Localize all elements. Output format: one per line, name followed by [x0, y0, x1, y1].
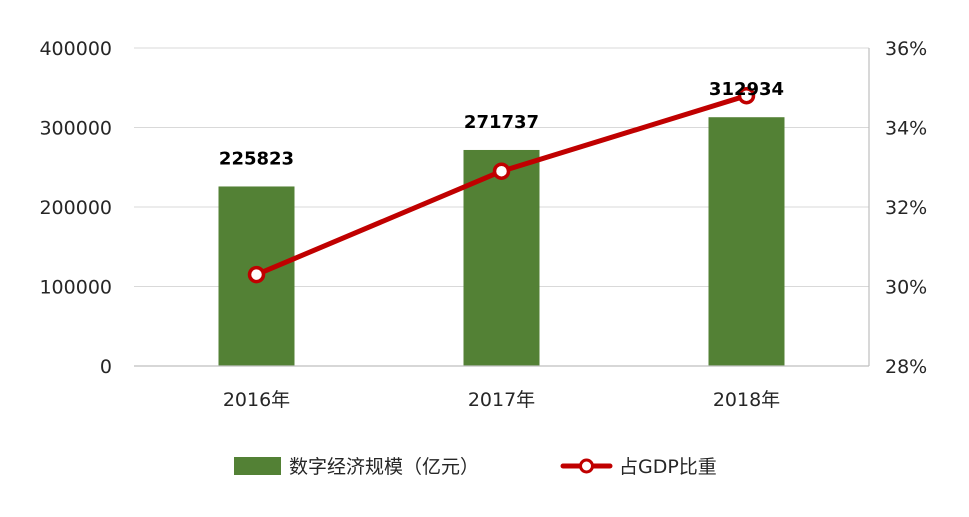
left-axis-tick-label: 0 [100, 356, 112, 378]
right-axis-tick-label: 34% [885, 118, 927, 140]
left-axis-tick-label: 300000 [39, 118, 112, 140]
right-axis-tick-label: 30% [885, 277, 927, 299]
line-point [247, 265, 266, 284]
bar [708, 117, 785, 366]
x-axis-category-label: 2016年 [223, 389, 290, 411]
right-axis-tick-label: 32% [885, 197, 927, 219]
legend-swatch-bar [234, 457, 281, 475]
legend-label-bar: 数字经济规模（亿元） [289, 456, 479, 478]
bar-series [218, 117, 785, 366]
line-point [492, 162, 511, 180]
line-series [247, 86, 756, 284]
right-axis-tick-label: 28% [885, 356, 927, 378]
line-point [737, 86, 756, 105]
left-axis-tick-label: 400000 [39, 38, 112, 60]
bar-data-label: 271737 [464, 112, 539, 133]
x-axis-category-label: 2017年 [468, 389, 535, 411]
right-axis-tick-label: 36% [885, 38, 927, 60]
left-axis-tick-label: 100000 [39, 277, 112, 299]
legend-marker-line [579, 458, 594, 474]
legend: 数字经济规模（亿元） 占GDP比重 [234, 456, 717, 478]
legend-label-line: 占GDP比重 [619, 456, 717, 478]
bar [463, 149, 540, 366]
bar-data-label: 312934 [709, 79, 784, 100]
x-axis-category-label: 2018年 [713, 389, 780, 411]
bar-data-label: 225823 [219, 148, 294, 169]
axes: 0 100000 200000 300000 400000 28% 30% 32% 34% 36%… [39, 38, 927, 411]
data-labels: 225823 271737 312934 [219, 79, 784, 169]
left-axis-tick-label: 200000 [39, 197, 112, 219]
